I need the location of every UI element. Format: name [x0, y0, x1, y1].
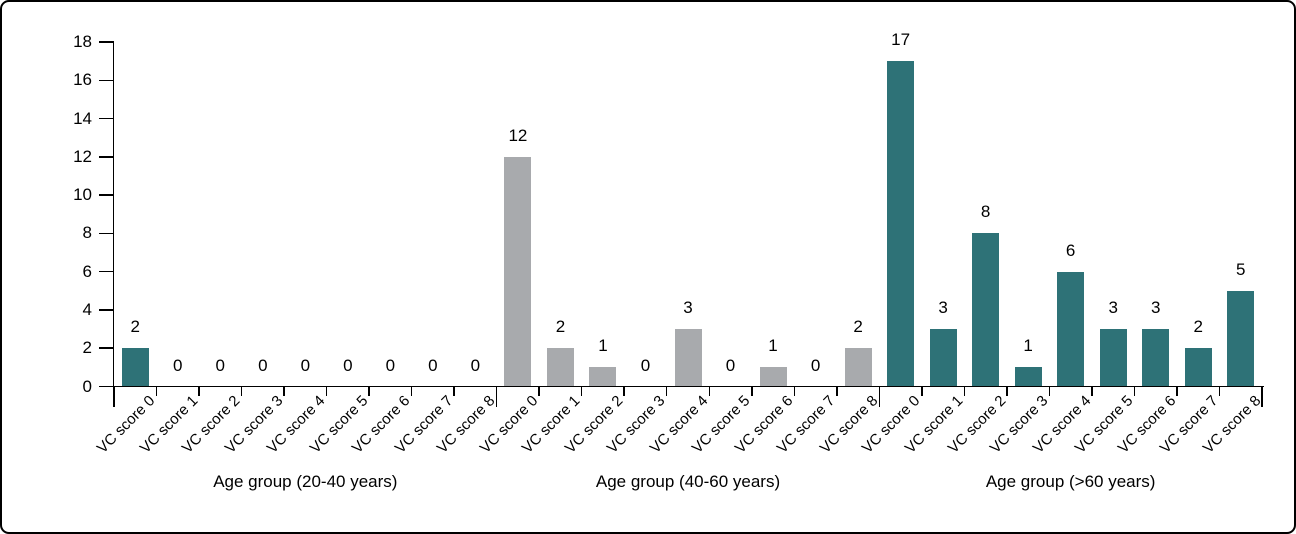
bar-value-label: 0 — [215, 355, 226, 375]
category-tick — [453, 386, 455, 396]
category-tick — [538, 386, 540, 396]
category-tick — [751, 386, 753, 396]
bar — [121, 348, 149, 387]
x-group-label: Age group (40-60 years) — [595, 472, 781, 491]
y-axis-tick — [99, 270, 114, 273]
category-tick — [325, 386, 328, 396]
category-tick — [410, 386, 413, 396]
bar — [1142, 329, 1170, 387]
category-tick — [963, 386, 966, 396]
bar-value-label: 0 — [385, 355, 396, 375]
y-tick-label: 10 — [73, 185, 92, 205]
y-tick-label: 8 — [82, 223, 92, 243]
bar — [589, 367, 617, 387]
bar — [1227, 290, 1255, 387]
category-tick — [155, 386, 158, 396]
bar-value-label: 12 — [508, 125, 528, 145]
y-axis-tick — [99, 347, 114, 349]
x-group-label: Age group (20-40 years) — [213, 472, 398, 491]
bar — [1184, 348, 1212, 387]
y-axis-tick — [99, 309, 114, 311]
bar-value-label: 1 — [768, 336, 778, 356]
category-tick — [1006, 386, 1008, 396]
bar-value-label: 0 — [725, 355, 736, 375]
y-tick-label: 14 — [73, 108, 92, 128]
category-tick — [1133, 386, 1136, 396]
bar-value-label: 2 — [853, 317, 863, 337]
y-axis-tick — [99, 117, 114, 120]
y-axis-tick — [99, 79, 114, 82]
bar-value-label: 0 — [640, 355, 651, 375]
y-tick-label: 4 — [82, 299, 92, 319]
bar-value-label: 3 — [938, 298, 948, 318]
category-tick — [283, 386, 285, 396]
category-tick — [1176, 386, 1178, 396]
category-tick — [921, 386, 923, 396]
category-tick — [198, 386, 200, 396]
bar-value-label: 2 — [1193, 317, 1203, 337]
bar-value-label: 1 — [1023, 336, 1033, 356]
bar-value-label: 0 — [470, 355, 481, 375]
x-axis-line — [112, 385, 1264, 388]
bar — [929, 329, 957, 387]
category-tick — [1218, 386, 1221, 396]
y-axis-tick — [99, 156, 114, 158]
bar-value-label: 0 — [343, 355, 353, 375]
category-tick — [708, 386, 710, 396]
y-axis-tick — [99, 194, 114, 196]
bar-value-label: 0 — [810, 355, 821, 375]
group-separator-tick — [495, 386, 498, 407]
y-tick-label: 16 — [73, 70, 92, 90]
bar-value-label: 0 — [300, 355, 311, 375]
bar-value-label: 3 — [683, 298, 693, 318]
y-axis-tick — [99, 41, 114, 43]
bar-value-label: 0 — [173, 355, 183, 375]
category-tick — [240, 386, 243, 396]
bar-value-label: 5 — [1236, 259, 1246, 279]
y-tick-label: 2 — [82, 338, 92, 358]
bar — [844, 348, 872, 387]
bar — [674, 329, 702, 387]
x-group-label: Age group (>60 years) — [985, 472, 1156, 491]
bar-value-label: 17 — [891, 30, 911, 50]
group-separator-tick — [1261, 386, 1263, 407]
bar — [546, 348, 574, 387]
category-tick — [1048, 386, 1051, 396]
category-tick — [836, 386, 838, 396]
bar — [972, 233, 1000, 387]
bar-value-label: 2 — [555, 317, 566, 337]
y-tick-label: 6 — [82, 261, 92, 281]
bar — [1099, 329, 1127, 387]
group-separator-tick — [878, 386, 881, 407]
category-tick — [1091, 386, 1093, 396]
y-axis-line — [112, 42, 114, 407]
y-tick-label: 0 — [82, 376, 92, 396]
bar — [1057, 271, 1085, 387]
bar-value-label: 6 — [1065, 240, 1076, 260]
bar-value-label: 2 — [130, 317, 140, 337]
bar — [504, 156, 532, 387]
category-tick — [368, 386, 370, 396]
y-tick-label: 18 — [73, 32, 92, 51]
y-tick-label: 12 — [73, 146, 92, 166]
category-tick — [623, 386, 625, 396]
category-tick — [793, 386, 796, 396]
category-tick — [665, 386, 668, 396]
y-axis-tick — [99, 385, 114, 388]
bar-value-label: 3 — [1150, 298, 1161, 318]
category-tick — [580, 386, 583, 396]
bar-value-label: 0 — [258, 355, 268, 375]
y-axis-tick — [99, 232, 114, 235]
bar-value-label: 8 — [980, 202, 991, 222]
bar-value-label: 3 — [1108, 298, 1118, 318]
bar-value-label: 1 — [598, 336, 608, 356]
bar — [759, 367, 787, 387]
bar — [887, 61, 915, 387]
bar-value-label: 0 — [428, 355, 438, 375]
bar — [1014, 367, 1042, 387]
group-separator-tick — [113, 386, 115, 407]
